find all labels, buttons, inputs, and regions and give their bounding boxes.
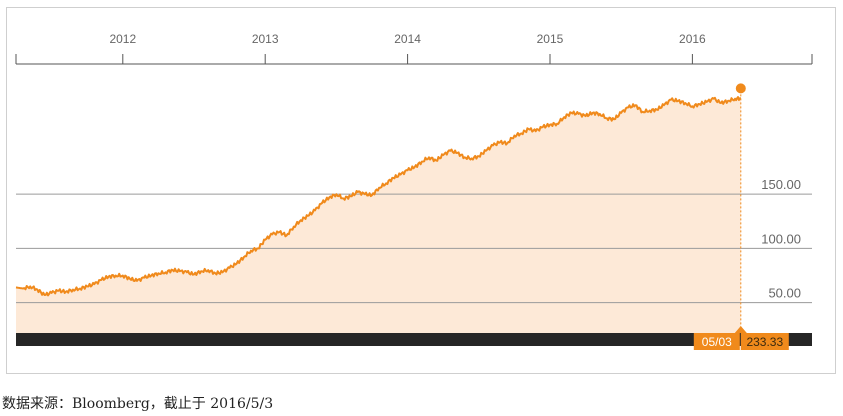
y-tick-labels: 150.00 100.00 50.00 [761,177,801,300]
x-tick-label: 2014 [394,32,421,46]
x-tick-label: 2013 [252,32,279,46]
y-tick-label: 100.00 [761,231,801,246]
x-tick-label: 2012 [109,32,136,46]
current-point-marker [735,83,746,94]
x-tick-label: 2016 [679,32,706,46]
current-date-label: 05/03 [702,335,732,349]
y-tick-label: 150.00 [761,177,801,192]
y-tick-label: 50.00 [768,286,801,301]
gridlines [16,193,812,304]
price-chart: 150.00 100.00 50.00 2012 2013 2014 2015 2016 0… [15,32,813,350]
current-date-label-bg [693,333,740,350]
x-tick-label: 2015 [537,32,564,46]
x-axis: 2012 2013 2014 2015 2016 [15,32,813,65]
price-line [15,96,742,297]
current-value-label-bg [740,333,789,350]
current-date-pointer [734,326,747,333]
source-note: 数据来源：Bloomberg，截止于 2016/5/3 [2,396,274,412]
current-value-label: 233.33 [746,335,783,349]
bottom-bar [16,333,812,346]
